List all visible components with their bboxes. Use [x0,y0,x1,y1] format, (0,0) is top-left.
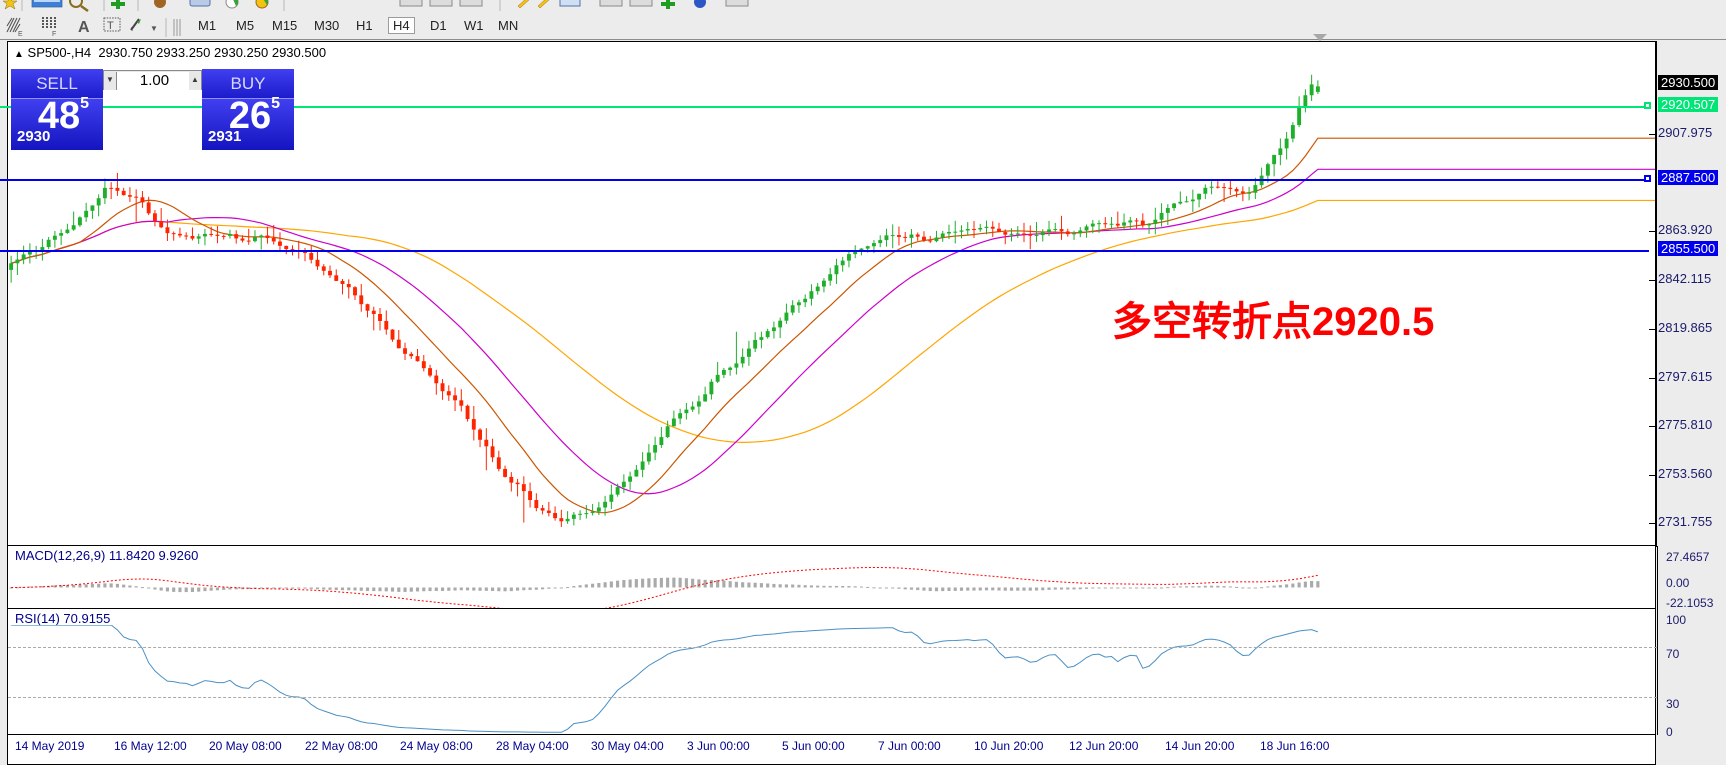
svg-text:▼: ▼ [150,24,158,33]
svg-text:F: F [52,31,56,38]
svg-text:T: T [107,20,114,32]
svg-text:A: A [78,19,90,36]
svg-text:E: E [18,31,23,38]
